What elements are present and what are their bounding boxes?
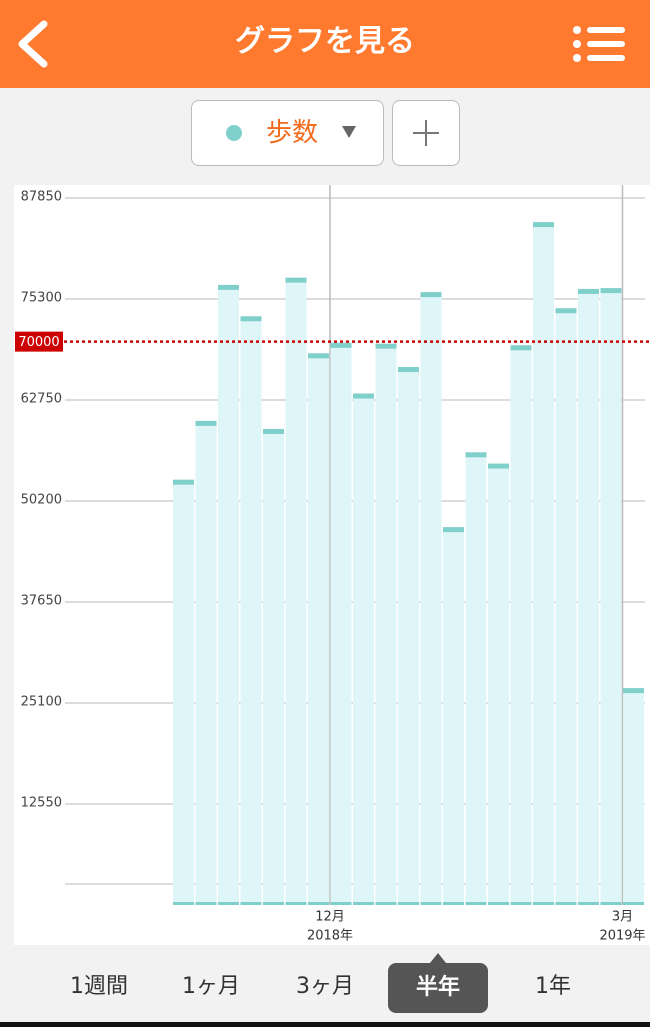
bar-base	[510, 902, 532, 905]
bar-cap	[488, 463, 509, 469]
bar	[263, 430, 284, 905]
bar	[330, 344, 352, 906]
target-badge	[15, 331, 63, 352]
bar-cap	[173, 479, 194, 485]
bar-cap	[195, 420, 217, 426]
bar-cap	[533, 222, 554, 228]
bar-cap	[420, 292, 442, 298]
selector-icons	[226, 125, 356, 141]
bar-cap	[510, 345, 532, 351]
selector-label: 歩数	[266, 118, 319, 148]
period-tab[interactable]: 半年	[388, 963, 488, 1013]
bar	[465, 454, 487, 905]
bar-base	[330, 902, 352, 905]
bar	[353, 395, 374, 905]
bar	[195, 422, 217, 905]
x-tick-year: 2019年	[599, 929, 645, 944]
bar-cap	[285, 277, 307, 283]
bar-base	[623, 902, 644, 905]
y-tick-label: 62750	[21, 391, 62, 406]
bar-base	[443, 902, 464, 905]
bar	[555, 310, 577, 905]
bar-base	[375, 902, 397, 905]
period-tabs: 1週間 1ヶ月 3ヶ月 半年 1年	[0, 945, 650, 1022]
bar-base	[308, 902, 329, 905]
bar	[398, 368, 419, 906]
bar-cap	[240, 316, 262, 322]
bar	[488, 465, 509, 905]
bar-base	[600, 902, 622, 905]
metric-selector[interactable]: 歩数	[191, 100, 384, 166]
y-tick-label: 37650	[21, 593, 62, 608]
bar-cap	[600, 288, 622, 294]
bar	[510, 347, 532, 905]
bar	[375, 345, 397, 905]
plus-icon	[413, 120, 439, 146]
bar	[623, 690, 644, 905]
period-tab[interactable]: 1週間	[70, 974, 128, 999]
bar-base	[420, 902, 442, 905]
period-tab[interactable]: 1ヶ月	[182, 974, 240, 999]
y-tick-label: 75300	[21, 290, 62, 305]
bar-base	[263, 902, 284, 905]
bar-base	[578, 902, 599, 905]
bar-cap	[330, 342, 352, 348]
bar-cap	[578, 288, 599, 294]
bar	[443, 529, 464, 905]
period-tab[interactable]: 1年	[535, 974, 571, 999]
bar-base	[555, 902, 577, 905]
bar-base	[353, 902, 374, 905]
bar	[308, 355, 329, 905]
bar	[218, 286, 239, 905]
bar	[240, 318, 262, 905]
period-tab[interactable]: 3ヶ月	[296, 974, 354, 999]
bar-cap	[375, 343, 397, 349]
bar-cap	[555, 308, 577, 314]
bar-cap	[308, 353, 329, 359]
bar	[533, 224, 554, 905]
tab-pointer	[430, 953, 446, 963]
bar-base	[488, 902, 509, 905]
bar-base	[533, 902, 554, 905]
bar-base	[218, 902, 239, 905]
bar	[285, 279, 307, 905]
y-tick-label: 25100	[21, 694, 62, 709]
y-tick-label: 87850	[21, 189, 62, 204]
bar-base	[465, 902, 487, 905]
bar-cap	[353, 393, 374, 399]
back-button[interactable]	[18, 20, 48, 68]
bar-cap	[398, 366, 419, 372]
y-tick-label: 12550	[21, 795, 62, 810]
menu-button[interactable]	[573, 26, 625, 62]
header: グラフを見る	[0, 0, 650, 88]
target-label: 70000	[18, 335, 59, 350]
bar-cap	[443, 527, 464, 533]
header-title: グラフを見る	[235, 24, 415, 59]
bar-cap	[465, 452, 487, 458]
y-tick-label: 50200	[21, 492, 62, 507]
bar	[578, 290, 599, 905]
bar	[173, 481, 194, 905]
x-tick-label: 12月	[315, 910, 345, 925]
bar	[600, 290, 622, 905]
bar-cap	[623, 688, 644, 694]
bar-base	[195, 902, 217, 905]
bar-base	[285, 902, 307, 905]
bar-base	[173, 902, 194, 905]
x-tick-label: 3月	[612, 910, 633, 925]
bar-cap	[218, 284, 239, 290]
x-tick-year: 2018年	[307, 929, 353, 944]
add-button[interactable]	[392, 100, 460, 166]
bar-cap	[263, 428, 284, 434]
selector-bar: 歩数	[0, 88, 650, 184]
nav-bar	[0, 1022, 650, 1027]
header-icons	[18, 20, 625, 68]
bar-base	[240, 902, 262, 905]
chart: 12550 25100 37650 50200 62750 75300 87850 12月 20…	[15, 185, 650, 944]
bar	[420, 294, 442, 906]
bar-base	[398, 902, 419, 905]
